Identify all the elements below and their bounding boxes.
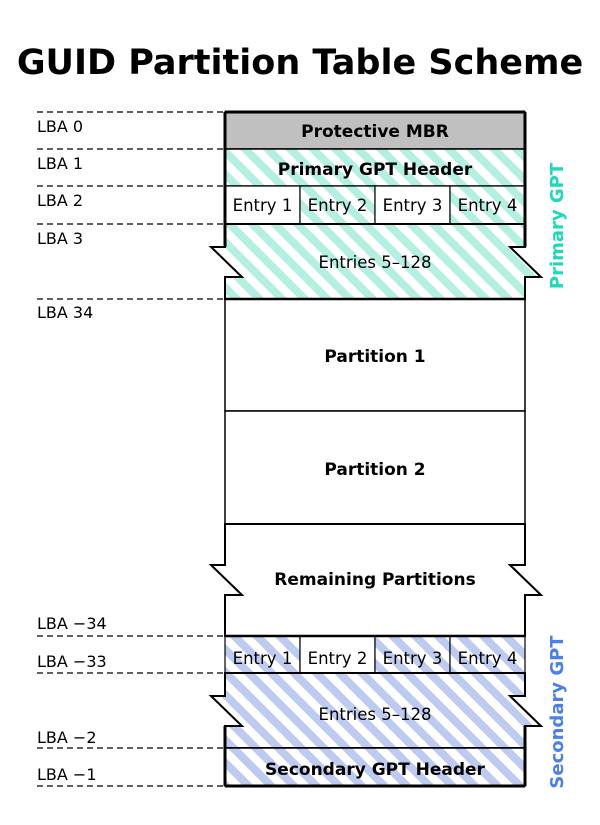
lba-label: LBA 34: [37, 303, 93, 322]
protective-mbr-label: Protective MBR: [301, 122, 449, 142]
entry-cell: [449, 185, 526, 225]
lba-label: LBA 3: [37, 229, 83, 248]
lba-label: LBA −33: [37, 652, 107, 671]
partition-2-block: [224, 410, 526, 525]
lba-label: LBA 2: [37, 191, 83, 210]
secondary-gpt-side-label: Secondary GPT: [547, 635, 568, 789]
partition-1-label: Partition 1: [324, 347, 425, 367]
lba-guide-lines: [37, 111, 225, 787]
secondary-entries-rest-label: Entries 5–128: [319, 705, 432, 724]
lba-label: LBA −1: [37, 765, 97, 784]
entry-cell: [299, 635, 376, 674]
primary-entries-row: Entry 1 Entry 2 Entry 3 Entry 4: [224, 185, 526, 225]
entry-label: Entry 1: [233, 196, 293, 215]
lba-label: LBA −34: [37, 614, 107, 633]
entry-cell: [374, 185, 451, 225]
lba-label: LBA −2: [37, 728, 97, 747]
remaining-partitions-label: Remaining Partitions: [274, 570, 475, 590]
entry-cell: [449, 635, 526, 674]
primary-entries-rest-label: Entries 5–128: [319, 253, 432, 272]
entry-label: Entry 1: [233, 649, 293, 668]
secondary-gpt-header-label: Secondary GPT Header: [265, 760, 486, 780]
partition-2-label: Partition 2: [324, 460, 425, 480]
entry-label: Entry 3: [383, 649, 443, 668]
entry-label: Entry 4: [458, 196, 518, 215]
entry-label: Entry 2: [308, 649, 368, 668]
entry-label: Entry 4: [458, 649, 518, 668]
primary-gpt-header-label: Primary GPT Header: [278, 160, 473, 180]
entry-label: Entry 3: [383, 196, 443, 215]
lba-label: LBA 0: [37, 117, 83, 136]
primary-gpt-side-label: Primary GPT: [547, 162, 568, 289]
entry-label: Entry 2: [308, 196, 368, 215]
diagram-title: GUID Partition Table Scheme: [17, 43, 583, 83]
secondary-entries-row: Entry 1 Entry 2 Entry 3 Entry 4: [224, 635, 526, 674]
lba-label: LBA 1: [37, 154, 83, 173]
